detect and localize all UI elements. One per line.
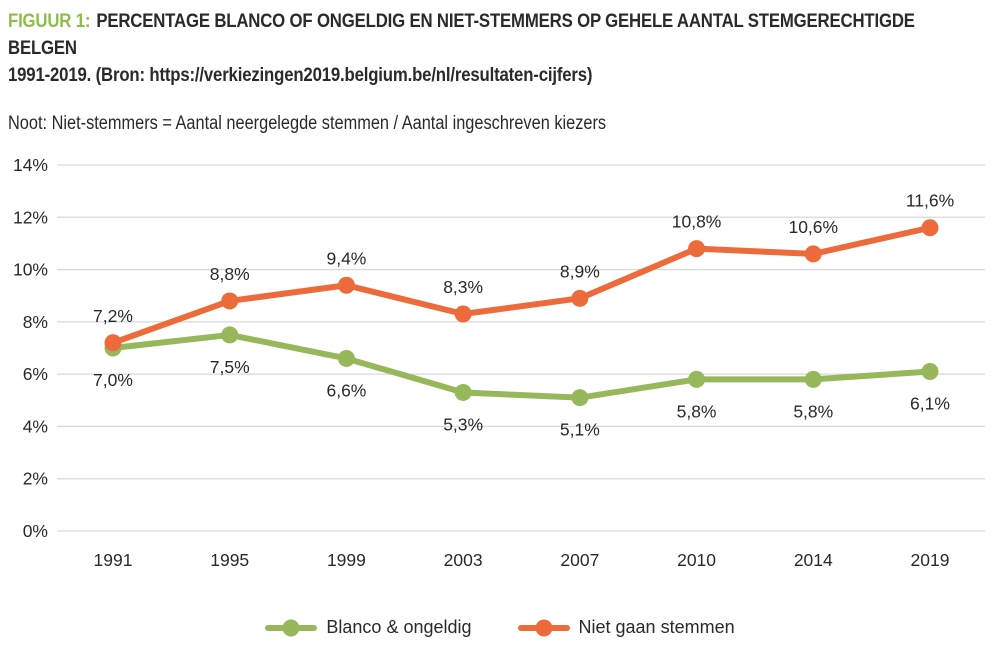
data-point-orange [454, 305, 472, 323]
data-point-green [804, 370, 822, 388]
x-axis-tick: 2014 [794, 550, 833, 570]
data-label: 8,9% [560, 261, 600, 281]
data-label: 6,6% [326, 380, 366, 400]
data-point-green [688, 370, 706, 388]
figure-number-label: FIGUUR 1: [8, 10, 91, 32]
x-axis-tick: 1999 [327, 550, 366, 570]
data-point-green [221, 326, 239, 344]
legend-label-niet-gaan-stemmen: Niet gaan stemmen [578, 617, 735, 637]
y-axis-tick: 4% [23, 416, 48, 436]
x-axis-tick: 2019 [911, 550, 950, 570]
x-axis-tick: 2003 [444, 550, 483, 570]
data-label: 10,6% [788, 217, 838, 237]
data-point-orange [804, 245, 822, 263]
y-axis-tick: 8% [23, 312, 48, 332]
data-label: 8,8% [210, 264, 250, 284]
figure-title-line2: 1991-2019. (Bron: https://verkiezingen20… [8, 64, 593, 86]
data-label: 11,6% [906, 191, 954, 211]
figure-note: Noot: Niet-stemmers = Aantal neergelegde… [8, 113, 607, 134]
data-point-green [337, 349, 355, 367]
data-point-orange [688, 240, 706, 258]
data-point-orange [571, 289, 589, 307]
chart-legend: Blanco & ongeldig Niet gaan stemmen [0, 617, 1000, 638]
data-point-orange [104, 334, 122, 352]
data-label: 8,3% [443, 277, 483, 297]
y-axis-tick: 2% [23, 469, 48, 489]
data-label: 9,4% [326, 248, 366, 268]
legend-marker-green-icon [265, 619, 318, 636]
y-axis-tick: 12% [13, 207, 48, 227]
y-axis-tick: 6% [23, 364, 48, 384]
legend-dot-icon [535, 619, 553, 636]
data-point-green [571, 389, 589, 407]
data-label: 6,1% [910, 394, 950, 414]
data-label: 5,8% [677, 401, 717, 421]
figure-title-line1: PERCENTAGE BLANCO OF ONGELDIG EN NIET-ST… [8, 10, 915, 59]
y-axis-tick: 14% [13, 155, 48, 175]
x-axis-tick: 1991 [94, 550, 133, 570]
data-label: 5,3% [443, 414, 483, 434]
legend-item-blanco-ongeldig: Blanco & ongeldig [265, 617, 472, 638]
legend-item-niet-gaan-stemmen: Niet gaan stemmen [517, 617, 735, 638]
data-label: 5,1% [560, 420, 600, 440]
data-point-green [454, 383, 472, 401]
data-point-green [921, 363, 939, 381]
legend-dot-icon [282, 619, 300, 636]
data-label: 7,5% [210, 357, 250, 377]
series-line-green [110, 331, 933, 401]
data-label: 5,8% [793, 401, 833, 421]
series-line-orange [110, 224, 933, 346]
y-axis-tick: 0% [23, 521, 48, 541]
legend-label-blanco-ongeldig: Blanco & ongeldig [326, 617, 472, 637]
x-axis-tick: 2007 [560, 550, 599, 570]
data-point-orange [921, 219, 939, 237]
data-label: 10,8% [672, 212, 722, 232]
x-axis-tick: 1995 [210, 550, 249, 570]
figure-header: FIGUUR 1: PERCENTAGE BLANCO OF ONGELDIG E… [8, 8, 954, 135]
y-axis-tick: 10% [13, 260, 48, 280]
data-label: 7,2% [93, 306, 133, 326]
legend-marker-orange-icon [517, 619, 570, 636]
data-point-orange [337, 276, 355, 294]
x-axis-tick: 2010 [677, 550, 716, 570]
data-point-orange [221, 292, 239, 310]
figure-title: FIGUUR 1: PERCENTAGE BLANCO OF ONGELDIG E… [8, 8, 954, 89]
data-label: 7,0% [93, 370, 133, 390]
